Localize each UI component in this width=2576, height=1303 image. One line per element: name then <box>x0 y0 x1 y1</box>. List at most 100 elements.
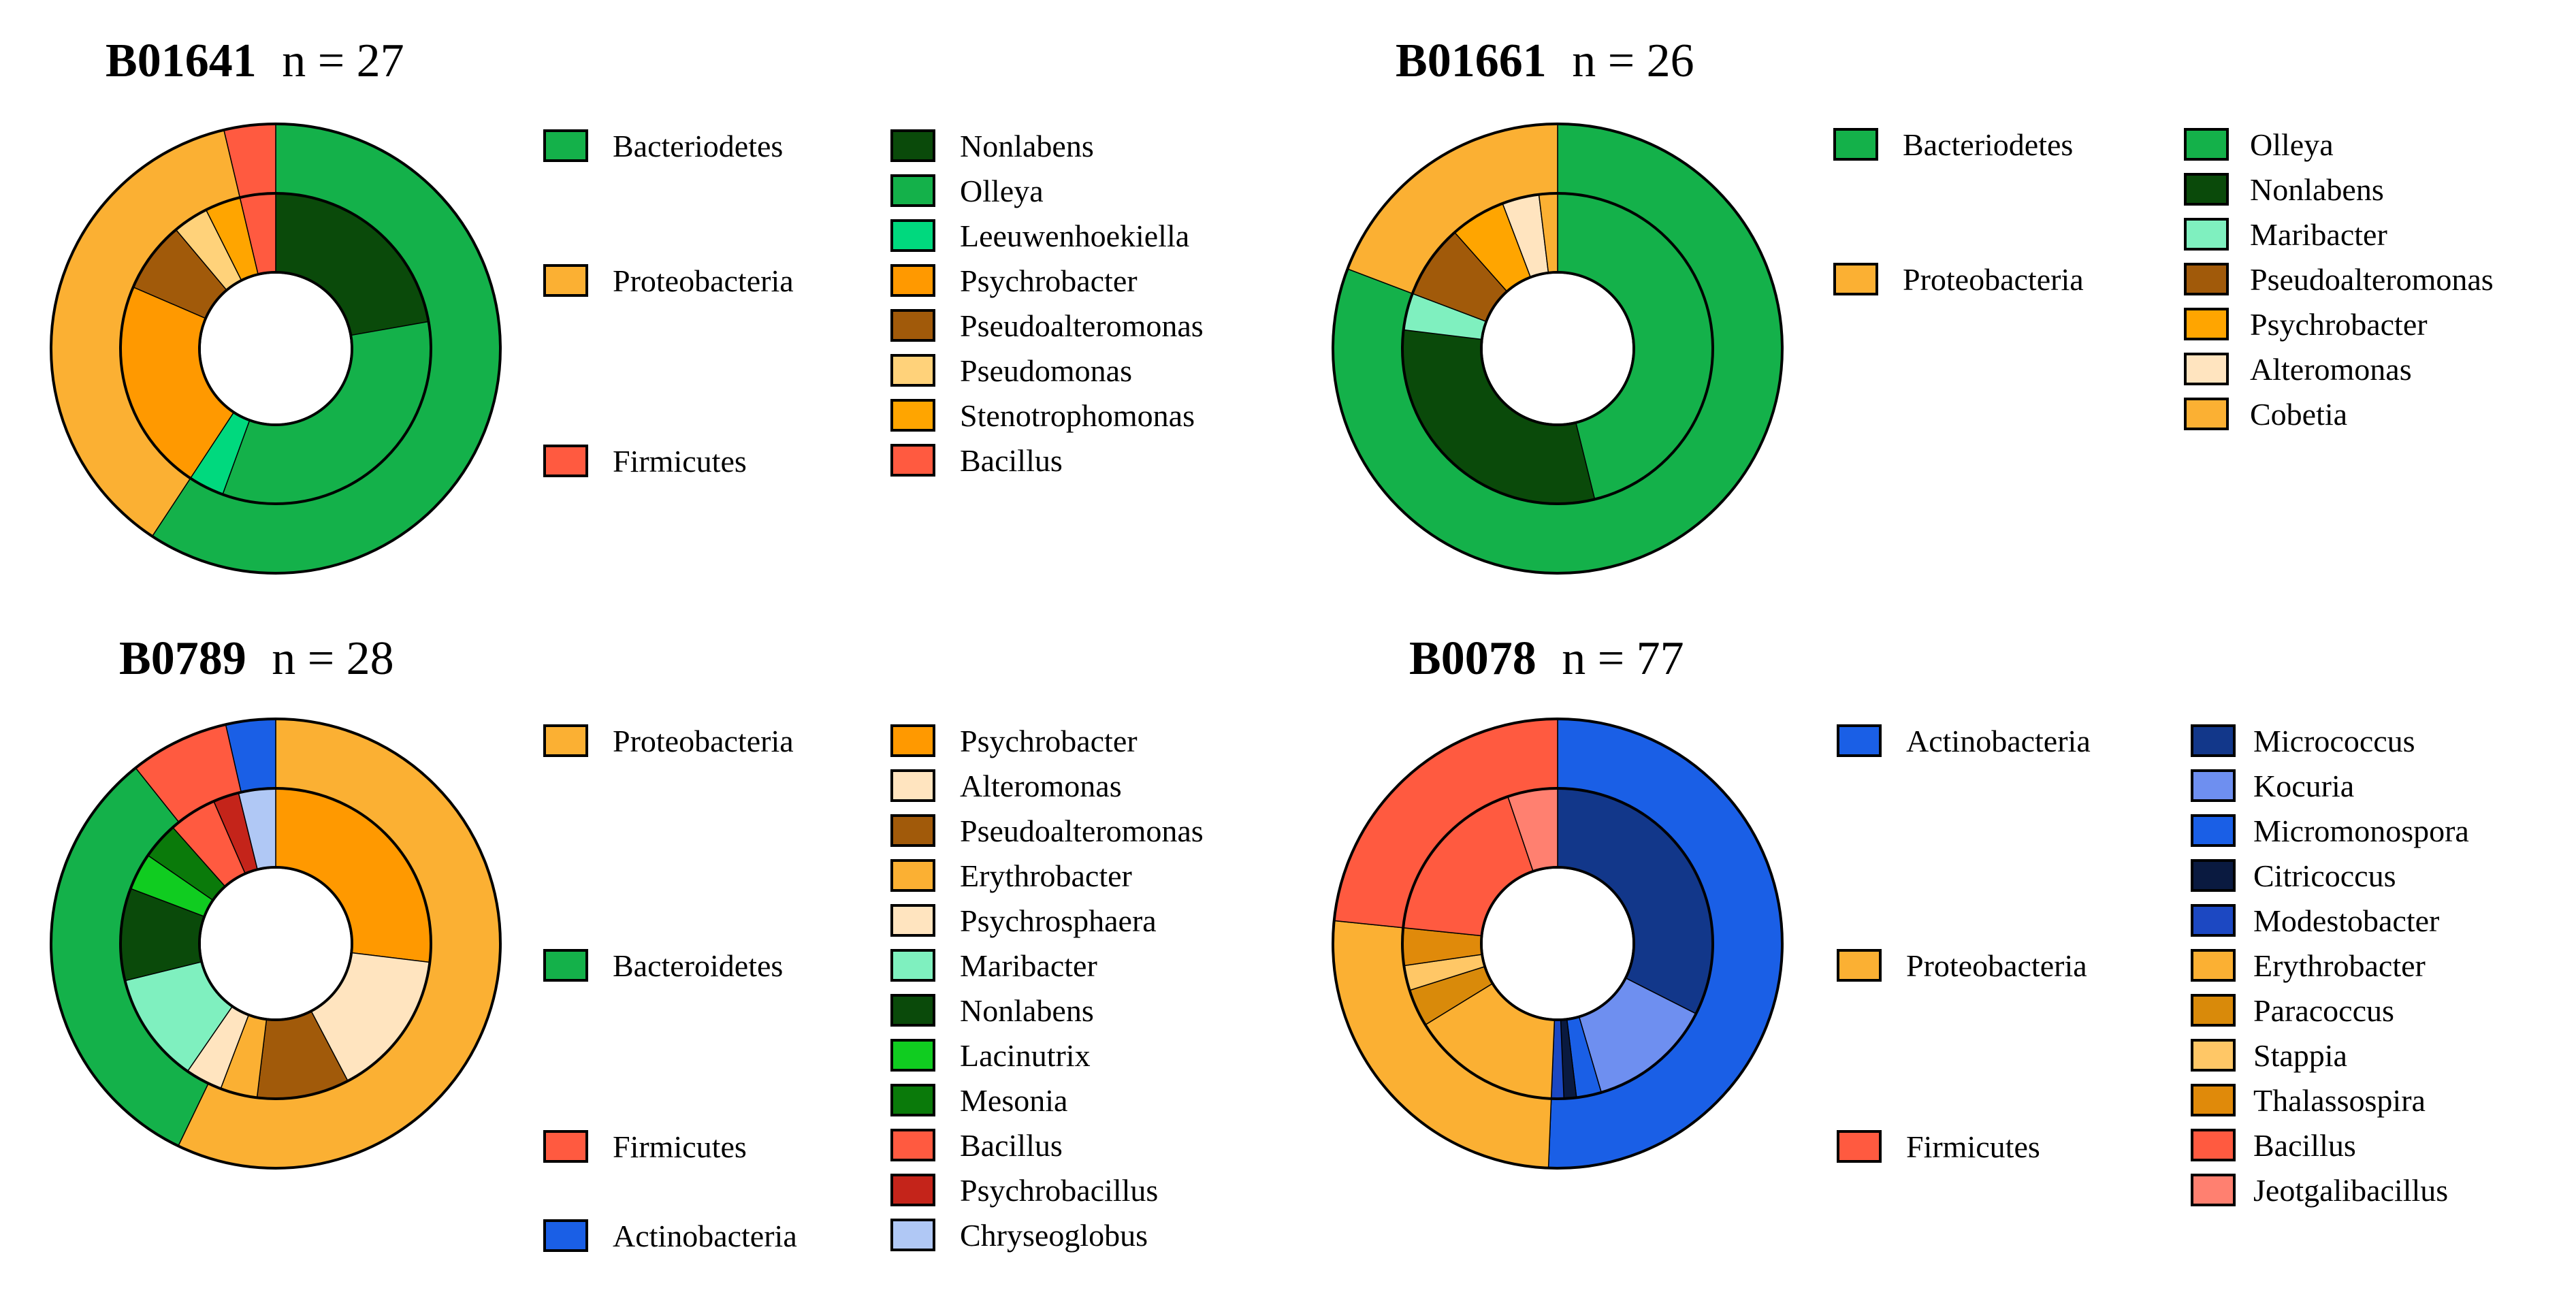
svg-text:B01641 n = 27: B01641 n = 27 <box>106 35 404 87</box>
legend-phylum: Actinobacteria Proteobacteria Firmicutes <box>1837 724 2091 1164</box>
legend-item: Proteobacteria <box>1837 948 2087 983</box>
legend-item: Micrococcus <box>2191 724 2415 758</box>
panel-b01641: B01641 n = 27 Bacteriodetes Proteobacter… <box>50 35 1204 575</box>
sample-size-label: n = 27 <box>282 35 404 87</box>
legend-genus: Micrococcus Kocuria Micromonospora Citri… <box>2191 724 2469 1208</box>
legend-label: Stenotrophomonas <box>960 398 1195 433</box>
chart-title: B01661 <box>1396 35 1547 87</box>
legend-label: Paracoccus <box>2253 993 2394 1028</box>
legend-item: Modestobacter <box>2191 903 2439 938</box>
legend-label: Pseudoalteromonas <box>960 814 1204 848</box>
legend-item: Pseudoalteromonas <box>890 308 1204 343</box>
legend-item: Chryseoglobus <box>890 1218 1148 1253</box>
legend-label: Maribacter <box>2250 217 2387 252</box>
legend-item: Jeotgalibacillus <box>2191 1173 2448 1208</box>
legend-label: Psychrobacillus <box>960 1173 1158 1208</box>
legend-item: Psychrobacter <box>890 724 1138 758</box>
legend-item: Psychrosphaera <box>890 903 1157 938</box>
legend-label: Micromonospora <box>2253 814 2469 848</box>
legend-label: Pseudoalteromonas <box>2250 262 2494 297</box>
legend-label: Firmicutes <box>613 1129 747 1164</box>
legend-item: Erythrobacter <box>890 858 1132 893</box>
legend-label: Proteobacteria <box>1903 262 2084 297</box>
outer-ring <box>50 718 501 1169</box>
legend-label: Micrococcus <box>2253 724 2415 758</box>
legend-item: Nonlabens <box>2184 172 2384 207</box>
legend-label: Citricoccus <box>2253 858 2396 893</box>
legend-label: Nonlabens <box>960 993 1094 1028</box>
legend-label: Bacillus <box>2253 1128 2356 1163</box>
legend-genus: Psychrobacter Alteromonas Pseudoalteromo… <box>890 724 1204 1253</box>
legend-item: Proteobacteria <box>543 724 794 758</box>
legend-label: Bacillus <box>960 1128 1063 1163</box>
legend-item: Pseudoalteromonas <box>2184 262 2494 297</box>
legend-item: Bacillus <box>890 443 1063 478</box>
legend-item: Kocuria <box>2191 769 2354 803</box>
legend-item: Bacteroidetes <box>543 948 783 983</box>
inner-ring <box>120 788 432 1099</box>
legend-item: Bacillus <box>2191 1128 2356 1163</box>
legend-label: Proteobacteria <box>1906 948 2087 983</box>
legend-label: Maribacter <box>960 948 1097 983</box>
legend-label: Bacteriodetes <box>613 129 783 163</box>
legend-item: Paracoccus <box>2191 993 2394 1028</box>
legend-label: Olleya <box>2250 127 2334 162</box>
legend-item: Firmicutes <box>1837 1129 2040 1164</box>
legend-item: Pseudoalteromonas <box>890 814 1204 848</box>
legend-label: Psychrobacter <box>2250 307 2428 342</box>
legend-item: Alteromonas <box>890 769 1122 803</box>
legend-item: Mesonia <box>890 1083 1067 1118</box>
legend-item: Erythrobacter <box>2191 948 2426 983</box>
legend-label: Pseudomonas <box>960 353 1132 388</box>
legend-phylum: Proteobacteria Bacteroidetes Firmicutes … <box>543 724 797 1253</box>
legend-label: Psychrobacter <box>960 263 1138 298</box>
panel-b0078: B0078 n = 77 Actinobacteria Proteobacter… <box>1332 632 2469 1208</box>
legend-label: Nonlabens <box>2250 172 2384 207</box>
legend-label: Actinobacteria <box>613 1219 797 1253</box>
legend-item: Bacillus <box>890 1128 1063 1163</box>
legend-label: Jeotgalibacillus <box>2253 1173 2448 1208</box>
sample-size-label: n = 28 <box>272 632 393 685</box>
chart-title: B0078 <box>1409 632 1536 685</box>
panel-b0789: B0789 n = 28 Proteobacteria Bacteroidete… <box>50 632 1204 1253</box>
legend-label: Lacinutrix <box>960 1038 1091 1073</box>
legend-label: Firmicutes <box>613 444 747 479</box>
legend-item: Olleya <box>2184 127 2334 162</box>
ring-borders <box>1332 123 1784 575</box>
legend-item: Actinobacteria <box>543 1219 797 1253</box>
legend-label: Modestobacter <box>2253 903 2439 938</box>
legend-item: Leeuwenhoekiella <box>890 219 1189 253</box>
legend-label: Psychrobacter <box>960 724 1138 758</box>
legend-item: Cobetia <box>2184 397 2347 432</box>
chart-title: B01641 <box>106 35 257 87</box>
legend-item: Proteobacteria <box>1833 262 2084 297</box>
legend-label: Proteobacteria <box>613 724 794 758</box>
legend-item: Firmicutes <box>543 444 747 479</box>
panel-b01661: B01661 n = 26 Bacteriodetes Proteobacter… <box>1332 35 2494 575</box>
legend-item: Alteromonas <box>2184 352 2412 387</box>
legend-label: Mesonia <box>960 1083 1067 1118</box>
legend-item: Nonlabens <box>890 129 1094 163</box>
legend-item: Actinobacteria <box>1837 724 2091 758</box>
legend-item: Pseudomonas <box>890 353 1132 388</box>
ring-borders <box>50 718 502 1170</box>
legend-item: Olleya <box>890 174 1044 208</box>
legend-label: Psychrosphaera <box>960 903 1157 938</box>
legend-item: Nonlabens <box>890 993 1094 1028</box>
legend-item: Psychrobacillus <box>890 1173 1158 1208</box>
legend-label: Pseudoalteromonas <box>960 308 1204 343</box>
legend-label: Chryseoglobus <box>960 1218 1148 1253</box>
svg-text:B0078 n = 77: B0078 n = 77 <box>1409 632 1684 685</box>
legend-genus: Nonlabens Olleya Leeuwenhoekiella Psychr… <box>890 129 1204 478</box>
legend-item: Psychrobacter <box>2184 307 2428 342</box>
legend-phylum: Bacteriodetes Proteobacteria Firmicutes <box>543 129 794 479</box>
legend-item: Lacinutrix <box>890 1038 1091 1073</box>
legend-label: Firmicutes <box>1906 1129 2040 1164</box>
legend-label: Alteromonas <box>2250 352 2412 387</box>
sample-size-label: n = 26 <box>1572 35 1694 87</box>
legend-item: Maribacter <box>2184 217 2387 252</box>
legend-label: Proteobacteria <box>613 263 794 298</box>
legend-item: Psychrobacter <box>890 263 1138 298</box>
legend-label: Leeuwenhoekiella <box>960 219 1189 253</box>
legend-item: Bacteriodetes <box>1833 127 2073 162</box>
